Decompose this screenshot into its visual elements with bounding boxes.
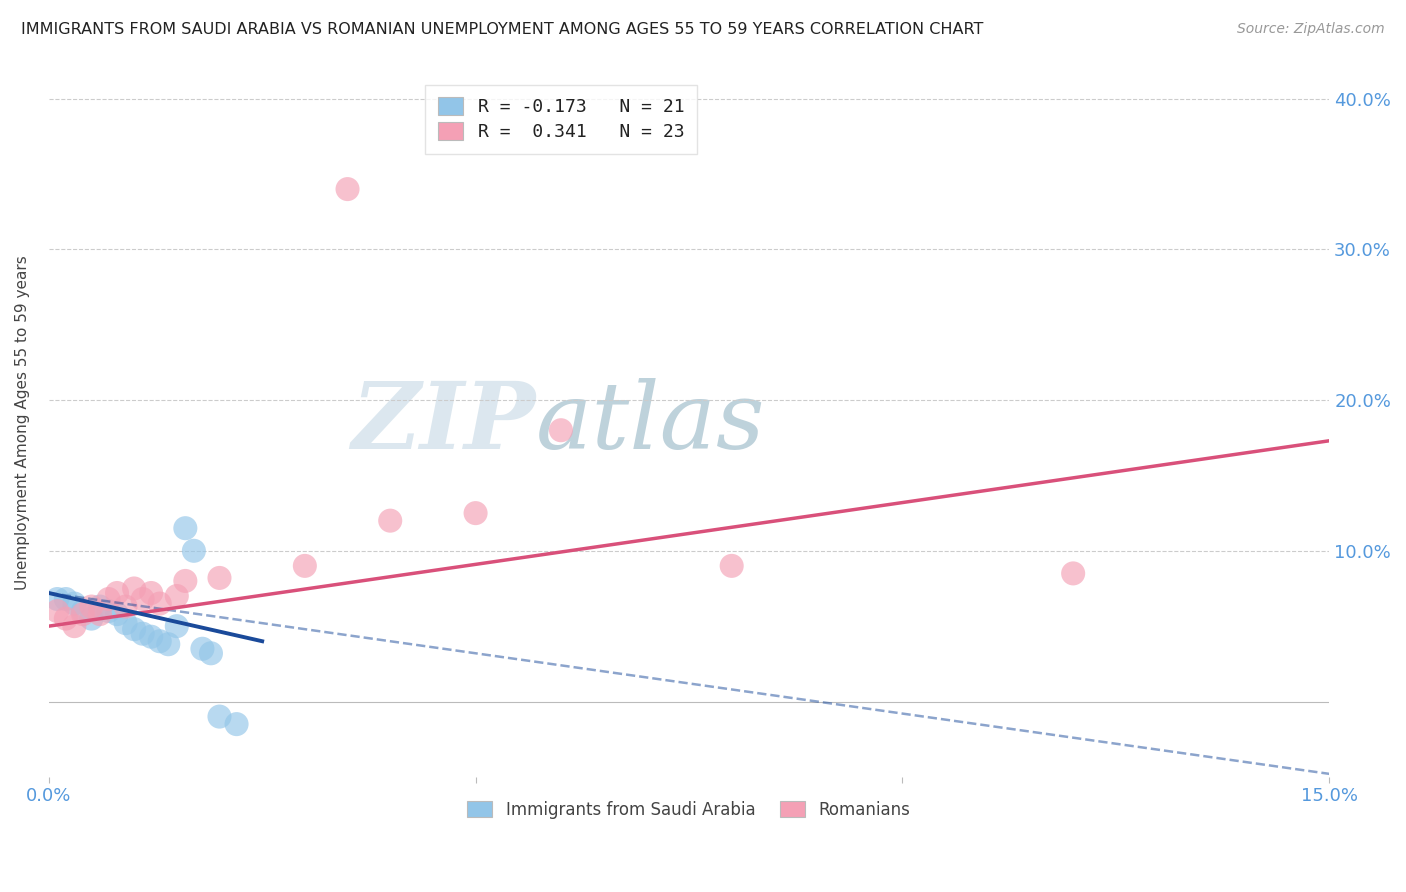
Point [720,558,742,573]
Text: atlas: atlas [536,377,765,467]
Point [464,506,486,520]
Point [55,612,77,626]
Point [174,574,197,588]
Point [46,592,69,607]
Point [200,646,222,660]
Point [208,571,231,585]
Point [131,592,153,607]
Text: Source: ZipAtlas.com: Source: ZipAtlas.com [1237,22,1385,37]
Point [149,634,172,648]
Point [183,543,205,558]
Point [208,709,231,723]
Point [157,637,180,651]
Point [80,612,103,626]
Point [114,599,136,614]
Point [336,182,359,196]
Point [122,622,145,636]
Point [225,717,247,731]
Point [63,597,86,611]
Point [174,521,197,535]
Point [89,599,111,614]
Point [141,586,163,600]
Point [63,619,86,633]
Point [105,607,128,621]
Point [166,589,188,603]
Point [114,616,136,631]
Point [141,630,163,644]
Point [89,607,111,621]
Text: ZIP: ZIP [352,377,536,467]
Point [550,423,572,437]
Point [149,597,172,611]
Point [46,604,69,618]
Text: IMMIGRANTS FROM SAUDI ARABIA VS ROMANIAN UNEMPLOYMENT AMONG AGES 55 TO 59 YEARS : IMMIGRANTS FROM SAUDI ARABIA VS ROMANIAN… [21,22,983,37]
Point [380,514,402,528]
Y-axis label: Unemployment Among Ages 55 to 59 years: Unemployment Among Ages 55 to 59 years [15,255,30,591]
Point [97,592,120,607]
Point [97,604,120,618]
Point [1062,566,1084,581]
Point [72,607,94,621]
Point [294,558,316,573]
Point [191,641,214,656]
Legend: Immigrants from Saudi Arabia, Romanians: Immigrants from Saudi Arabia, Romanians [461,794,917,825]
Point [131,626,153,640]
Point [72,604,94,618]
Point [166,619,188,633]
Point [105,586,128,600]
Point [55,592,77,607]
Point [80,599,103,614]
Point [122,582,145,596]
